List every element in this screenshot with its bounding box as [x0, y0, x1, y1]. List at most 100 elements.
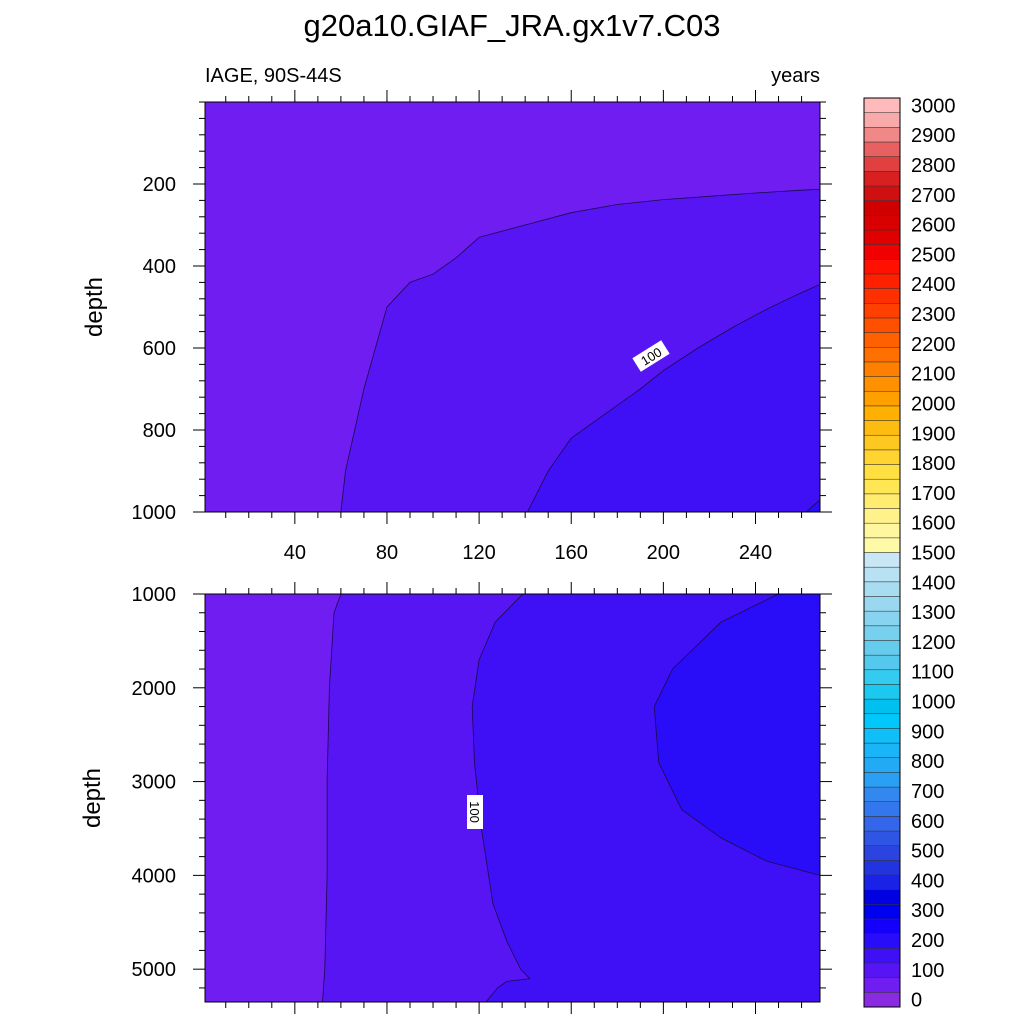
lower-region-150 — [654, 594, 820, 876]
colorbar-box — [863, 860, 901, 876]
colorbar-box — [863, 229, 901, 245]
colorbar-label: 200 — [911, 930, 944, 952]
colorbar-box — [863, 376, 901, 392]
colorbar-box — [863, 948, 901, 964]
colorbar-label: 1700 — [911, 483, 956, 505]
lower-plot-frame — [204, 593, 821, 1003]
upper-y-tick-label: 200 — [143, 174, 176, 196]
upper-y-axis-label: depth — [81, 277, 108, 337]
upper-region-100 — [527, 284, 820, 512]
colorbar-label: 2400 — [911, 274, 956, 296]
colorbar-box — [863, 478, 901, 495]
colorbar-box — [863, 904, 901, 920]
colorbar-box — [863, 581, 901, 597]
lower-contour-line-50 — [322, 593, 342, 1003]
colorbar-box — [863, 713, 901, 729]
colorbar-box — [863, 361, 901, 377]
colorbar-label: 2700 — [911, 185, 956, 207]
lower-contour-label-100: 100 — [467, 795, 483, 829]
upper-y-tick-label: 400 — [143, 256, 176, 278]
upper-y-tick-label: 1000 — [132, 502, 177, 524]
colorbar-box — [863, 845, 901, 861]
lower-y-tick-label: 2000 — [132, 678, 177, 700]
colorbar-label: 1900 — [911, 423, 956, 445]
colorbar-box — [863, 537, 901, 553]
colorbar-box — [863, 889, 901, 905]
colorbar-label: 2100 — [911, 364, 956, 386]
colorbar-label: 1500 — [911, 543, 956, 565]
colorbar-box — [863, 390, 901, 407]
subtitle-left: IAGE, 90S-44S — [205, 65, 342, 87]
colorbar-box — [863, 772, 901, 788]
colorbar-label: 1400 — [911, 572, 956, 594]
colorbar-label: 2200 — [911, 334, 956, 356]
colorbar-label: 300 — [911, 900, 944, 922]
lower-y-tick-label: 5000 — [132, 959, 177, 981]
colorbar-box — [863, 654, 901, 671]
colorbar-box — [863, 977, 901, 993]
lower-contour-line-150 — [653, 593, 821, 876]
colorbar-label: 2500 — [911, 244, 956, 266]
lower-panel: 100 1000 2000 3000 4000 5000 depth — [79, 582, 832, 1014]
colorbar-label: 1000 — [911, 692, 956, 714]
chart-title: g20a10.GIAF_JRA.gx1v7.C03 — [303, 8, 720, 43]
colorbar-box — [863, 962, 901, 978]
colorbar-label: 900 — [911, 721, 944, 743]
colorbar-label: 1200 — [911, 632, 956, 654]
colorbar-label: 2000 — [911, 393, 956, 415]
colorbar-box — [863, 112, 901, 128]
colorbar-box — [863, 552, 901, 568]
colorbar-box — [863, 434, 901, 451]
colorbar-box — [863, 684, 901, 700]
colorbar-box — [863, 992, 901, 1008]
colorbar-box — [863, 610, 901, 627]
colorbar-box — [863, 669, 901, 685]
colorbar-box — [863, 566, 901, 583]
colorbar-box — [863, 786, 901, 802]
colorbar-box — [863, 317, 901, 333]
colorbar-label: 500 — [911, 841, 944, 863]
lower-y-tick-label: 3000 — [132, 772, 177, 794]
colorbar-box — [863, 698, 901, 715]
upper-y-tick-label: 600 — [143, 338, 176, 360]
subtitle-right: years — [771, 65, 820, 87]
colorbar-box — [863, 757, 901, 773]
colorbar-label: 700 — [911, 781, 944, 803]
colorbar-box — [863, 420, 901, 436]
colorbar-frame — [863, 97, 901, 1008]
colorbar-box — [863, 332, 901, 348]
colorbar-box — [863, 742, 901, 759]
lower-y-axis-label: depth — [79, 768, 106, 828]
colorbar-box — [863, 522, 901, 539]
colorbar-box — [863, 141, 901, 157]
lower-y-tick-label: 4000 — [132, 865, 177, 887]
colorbar-box — [863, 127, 901, 143]
colorbar-box — [863, 625, 901, 641]
colorbar-label: 3000 — [911, 95, 956, 117]
colorbar-box — [863, 918, 901, 934]
colorbar-box — [863, 273, 901, 289]
x-tick-label: 200 — [647, 542, 680, 564]
upper-plot-frame — [204, 101, 821, 513]
colorbar-box — [863, 830, 901, 846]
colorbar-label: 100 — [911, 960, 944, 982]
colorbar-box — [863, 464, 901, 480]
colorbar-label: 1100 — [911, 662, 954, 684]
colorbar-box — [863, 259, 901, 275]
colorbar-box — [863, 215, 901, 231]
colorbar-box — [863, 244, 901, 260]
colorbar-label: 2600 — [911, 215, 956, 237]
colorbar-box — [863, 816, 901, 832]
colorbar-label: 600 — [911, 811, 944, 833]
colorbar-label: 1800 — [911, 453, 956, 475]
x-tick-label: 80 — [376, 542, 398, 564]
colorbar-box — [863, 346, 901, 363]
colorbar-box — [863, 933, 901, 949]
colorbar-box — [863, 493, 901, 509]
colorbar-box — [863, 156, 901, 172]
upper-y-tick-label: 800 — [143, 420, 176, 442]
lower-y-tick-label: 1000 — [132, 584, 177, 606]
x-tick-label: 240 — [739, 542, 772, 564]
